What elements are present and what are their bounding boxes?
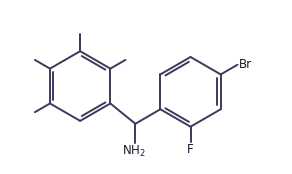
Text: Br: Br (239, 58, 252, 71)
Text: F: F (187, 143, 194, 156)
Text: NH$_2$: NH$_2$ (121, 144, 145, 159)
